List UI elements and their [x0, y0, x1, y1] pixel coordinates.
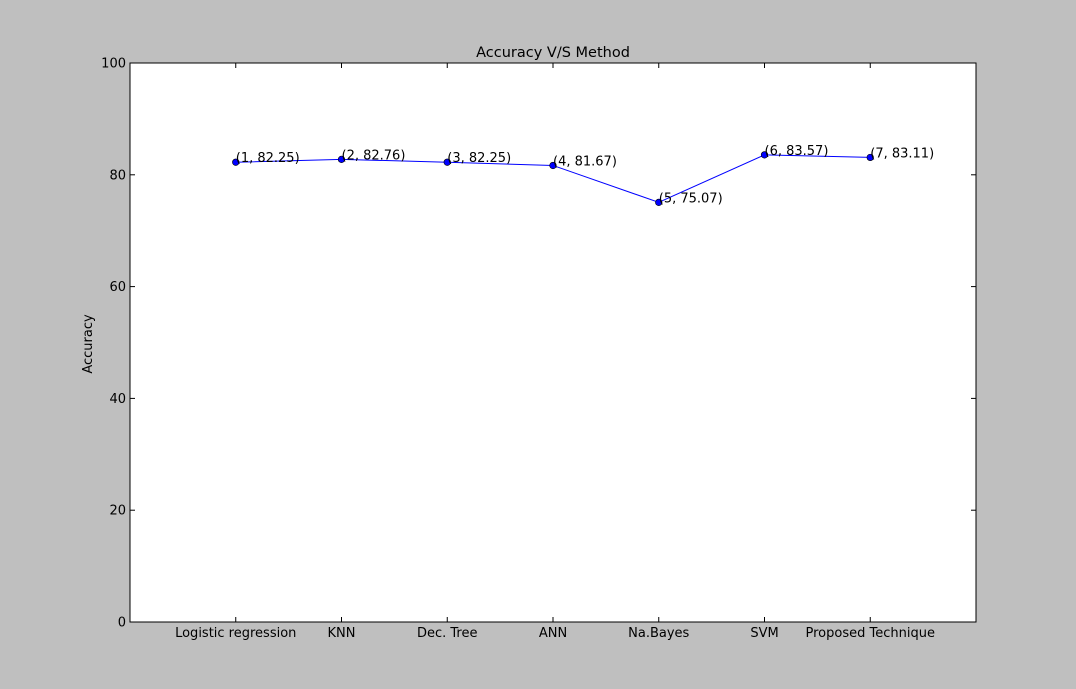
y-tick-label: 100	[101, 57, 126, 72]
x-tick-label: ANN	[539, 626, 567, 641]
y-tick-label: 60	[109, 280, 126, 295]
x-tick-label: Proposed Technique	[806, 626, 935, 641]
data-label: (7, 83.11)	[870, 146, 934, 161]
data-point	[443, 158, 451, 166]
data-labels: (1, 82.25) (2, 82.76) (3, 82.25) (4, 81.67)…	[236, 144, 934, 207]
x-tick-label: Dec. Tree	[417, 626, 478, 641]
y-axis-label: Accuracy	[81, 314, 96, 374]
x-tick-label: SVM	[750, 626, 778, 641]
plot-area	[129, 62, 977, 623]
x-tick-label: Logistic regression	[175, 626, 296, 641]
data-label: (5, 75.07)	[659, 191, 723, 206]
chart-title: Accuracy V/S Method	[476, 45, 630, 61]
y-tick-label: 20	[109, 504, 126, 519]
data-point	[760, 151, 769, 159]
data-point	[232, 158, 240, 166]
x-tick-label: Na.Bayes	[628, 626, 689, 641]
data-label: (1, 82.25)	[236, 151, 300, 166]
x-tick-label: KNN	[328, 626, 356, 641]
data-label: (6, 83.57)	[765, 144, 829, 159]
axis-ticks: 0 20 40 60 80 100 Logistic regression KNN Dec. T…	[101, 57, 976, 641]
data-label: (3, 82.25)	[447, 151, 511, 166]
data-point	[337, 155, 346, 163]
data-point	[866, 153, 874, 162]
data-point	[549, 161, 557, 170]
data-label: (2, 82.76)	[342, 148, 406, 163]
data-label: (4, 81.67)	[553, 154, 617, 169]
y-tick-label: 0	[118, 616, 126, 631]
y-tick-label: 40	[109, 392, 126, 407]
data-point	[655, 198, 663, 206]
data-series	[232, 151, 874, 206]
y-tick-label: 80	[109, 168, 126, 183]
